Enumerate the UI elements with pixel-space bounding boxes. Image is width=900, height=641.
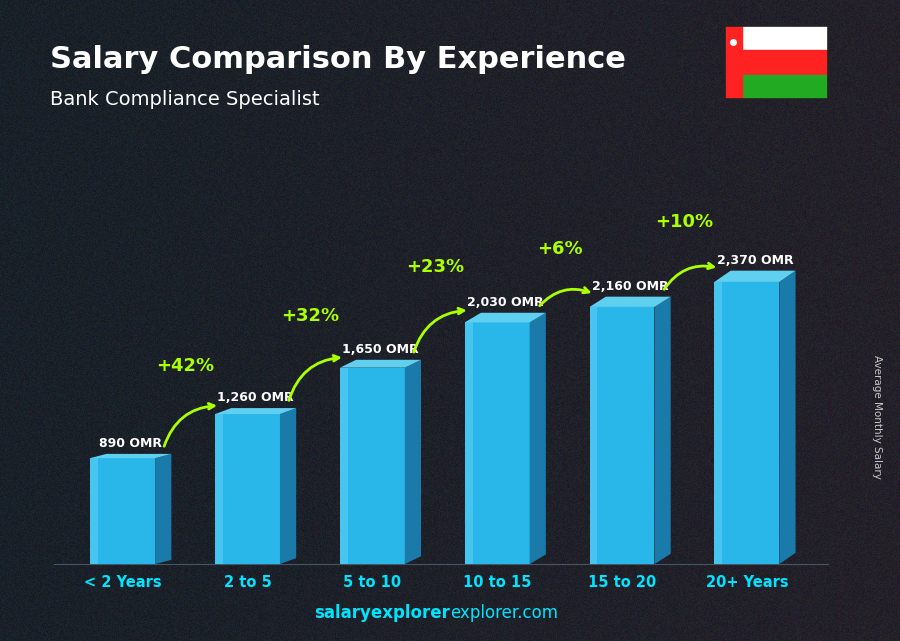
- Polygon shape: [90, 458, 155, 564]
- Text: +10%: +10%: [655, 213, 714, 231]
- Polygon shape: [590, 297, 670, 307]
- Bar: [724, 26, 742, 99]
- Text: +23%: +23%: [406, 258, 464, 276]
- Text: explorer.com: explorer.com: [450, 604, 558, 622]
- Polygon shape: [405, 360, 421, 564]
- Text: Salary Comparison By Experience: Salary Comparison By Experience: [50, 45, 625, 74]
- Polygon shape: [464, 322, 529, 564]
- Text: +42%: +42%: [156, 357, 214, 375]
- Text: 1,650 OMR: 1,650 OMR: [342, 343, 418, 356]
- Polygon shape: [715, 282, 779, 564]
- Polygon shape: [90, 458, 98, 564]
- Polygon shape: [340, 368, 347, 564]
- Text: 2,160 OMR: 2,160 OMR: [592, 279, 669, 293]
- Text: Bank Compliance Specialist: Bank Compliance Specialist: [50, 90, 320, 109]
- Polygon shape: [215, 408, 296, 414]
- Polygon shape: [340, 368, 405, 564]
- Polygon shape: [590, 307, 598, 564]
- Text: Average Monthly Salary: Average Monthly Salary: [872, 354, 883, 479]
- Bar: [742, 26, 828, 50]
- Polygon shape: [215, 414, 223, 564]
- Polygon shape: [715, 271, 796, 282]
- Bar: [742, 75, 828, 99]
- Polygon shape: [464, 322, 473, 564]
- Polygon shape: [280, 408, 296, 564]
- Polygon shape: [529, 313, 546, 564]
- Polygon shape: [90, 454, 171, 458]
- Polygon shape: [340, 360, 421, 368]
- Text: 2,030 OMR: 2,030 OMR: [467, 296, 544, 309]
- Text: +6%: +6%: [536, 240, 582, 258]
- Polygon shape: [215, 414, 280, 564]
- Bar: [742, 50, 828, 75]
- Polygon shape: [654, 297, 670, 564]
- Polygon shape: [715, 282, 722, 564]
- Polygon shape: [155, 454, 171, 564]
- Polygon shape: [464, 313, 546, 322]
- Text: +32%: +32%: [281, 307, 339, 325]
- Polygon shape: [779, 271, 796, 564]
- Text: 2,370 OMR: 2,370 OMR: [716, 254, 793, 267]
- Polygon shape: [590, 307, 654, 564]
- Text: 890 OMR: 890 OMR: [99, 437, 162, 450]
- Text: 1,260 OMR: 1,260 OMR: [217, 391, 294, 404]
- Text: salaryexplorer: salaryexplorer: [314, 604, 450, 622]
